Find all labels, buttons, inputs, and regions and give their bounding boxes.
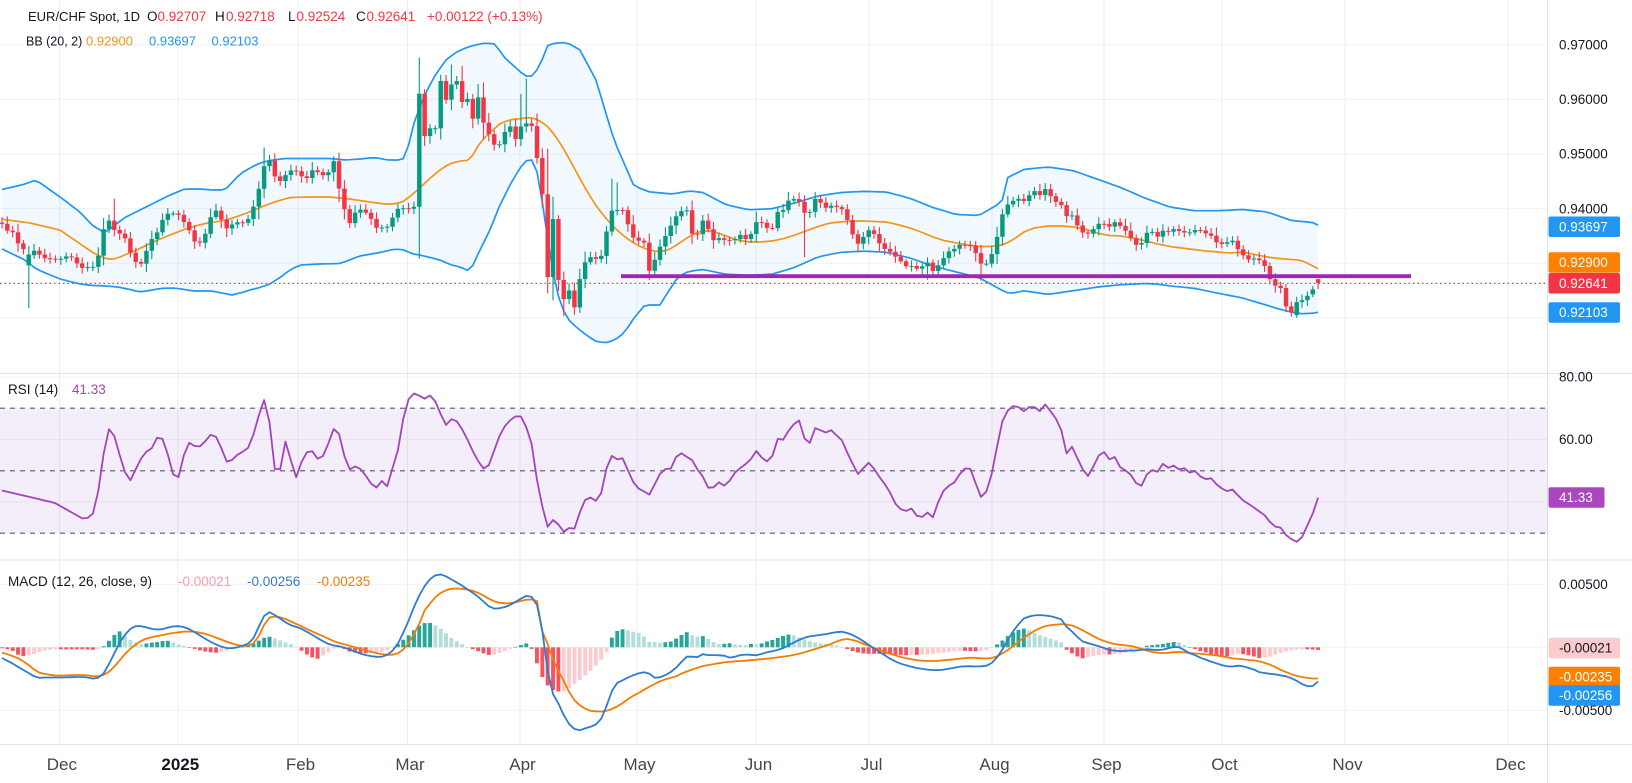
svg-text:-0.00235: -0.00235 — [1559, 670, 1612, 685]
svg-text:0.95000: 0.95000 — [1559, 147, 1608, 162]
svg-text:+0.00122 (+0.13%): +0.00122 (+0.13%) — [427, 9, 543, 24]
svg-text:0.92103: 0.92103 — [212, 34, 259, 49]
svg-text:Feb: Feb — [286, 755, 315, 774]
svg-text:Sep: Sep — [1091, 755, 1121, 774]
svg-text:41.33: 41.33 — [72, 382, 106, 397]
svg-text:0.97000: 0.97000 — [1559, 38, 1608, 53]
svg-text:-0.00256: -0.00256 — [1559, 688, 1612, 703]
svg-text:60.00: 60.00 — [1559, 432, 1593, 447]
svg-text:0.92900: 0.92900 — [1559, 255, 1608, 270]
svg-text:Mar: Mar — [395, 755, 425, 774]
svg-text:May: May — [623, 755, 656, 774]
svg-text:0.00500: 0.00500 — [1559, 577, 1608, 592]
svg-text:Apr: Apr — [509, 755, 536, 774]
svg-text:2025: 2025 — [161, 755, 199, 774]
svg-text:RSI (14): RSI (14) — [8, 382, 58, 397]
svg-text:H: H — [215, 9, 225, 24]
svg-text:Nov: Nov — [1332, 755, 1363, 774]
svg-text:-0.00021: -0.00021 — [1559, 641, 1612, 656]
svg-text:-0.00021: -0.00021 — [178, 574, 231, 589]
svg-text:Aug: Aug — [979, 755, 1009, 774]
svg-text:0.93697: 0.93697 — [1559, 219, 1608, 234]
svg-text:L: L — [288, 9, 296, 24]
svg-text:0.92524: 0.92524 — [297, 9, 346, 24]
svg-text:Dec: Dec — [47, 755, 78, 774]
svg-text:0.92707: 0.92707 — [158, 9, 207, 24]
svg-text:41.33: 41.33 — [1559, 490, 1593, 505]
svg-text:0.92641: 0.92641 — [1559, 276, 1608, 291]
svg-text:Dec: Dec — [1495, 755, 1526, 774]
svg-text:Jun: Jun — [745, 755, 772, 774]
svg-text:MACD (12, 26, close, 9): MACD (12, 26, close, 9) — [8, 574, 152, 589]
svg-text:O: O — [147, 9, 158, 24]
svg-text:-0.00256: -0.00256 — [247, 574, 300, 589]
svg-text:-0.00235: -0.00235 — [317, 574, 370, 589]
svg-text:0.92103: 0.92103 — [1559, 305, 1608, 320]
svg-text:Jul: Jul — [861, 755, 883, 774]
svg-text:0.92718: 0.92718 — [226, 9, 275, 24]
svg-text:Oct: Oct — [1211, 755, 1238, 774]
svg-text:0.92641: 0.92641 — [367, 9, 416, 24]
svg-text:80.00: 80.00 — [1559, 370, 1593, 385]
svg-text:BB (20, 2): BB (20, 2) — [26, 35, 82, 49]
svg-text:0.93697: 0.93697 — [149, 34, 196, 49]
svg-text:0.94000: 0.94000 — [1559, 201, 1608, 216]
svg-text:-0.00500: -0.00500 — [1559, 703, 1612, 718]
svg-text:0.92900: 0.92900 — [86, 34, 133, 49]
svg-text:0.96000: 0.96000 — [1559, 92, 1608, 107]
svg-text:C: C — [356, 9, 366, 24]
svg-text:EUR/CHF Spot, 1D: EUR/CHF Spot, 1D — [28, 9, 140, 24]
